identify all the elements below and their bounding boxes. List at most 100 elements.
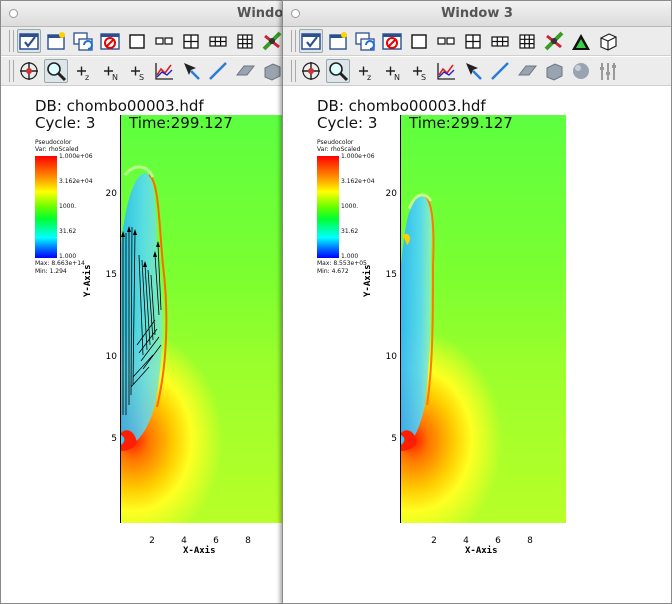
line-button[interactable] [206, 59, 230, 83]
plane-button[interactable] [233, 59, 257, 83]
lock-time-icon [572, 34, 590, 50]
sphere-button[interactable] [569, 59, 593, 83]
new-window-button[interactable] [44, 29, 68, 53]
y-tick-label: 20 [105, 189, 117, 199]
layout-1x1-icon [411, 34, 427, 49]
pick-button[interactable] [461, 59, 485, 83]
lock-view-icon [544, 31, 564, 51]
copy-window-button[interactable] [71, 29, 95, 53]
plot-features [121, 165, 168, 451]
zoom-button[interactable] [326, 59, 350, 83]
lineout-z-icon: z [77, 66, 89, 82]
plane-button[interactable] [515, 59, 539, 83]
svg-text:z: z [367, 73, 371, 82]
x-axis-label: X-Axis [183, 546, 216, 556]
zoom-icon [329, 62, 349, 82]
layout-3x3-button[interactable] [515, 29, 539, 53]
query-plot-button[interactable] [434, 59, 458, 83]
new-window-button[interactable] [326, 29, 350, 53]
legend-title: Pseudocolor [317, 139, 354, 146]
slider-button[interactable] [596, 59, 620, 83]
window-title: Window 3 [441, 6, 513, 21]
lineout-z-button[interactable]: z [71, 59, 95, 83]
title-bar[interactable]: Window [1, 1, 282, 27]
x-tick-label: 8 [245, 536, 251, 546]
y-tick-label: 10 [105, 352, 117, 362]
visualization-area[interactable]: DB: chombo00003.hdf Cycle: 3 Time:299.12… [1, 87, 282, 603]
lineout-s-icon: S [413, 66, 426, 82]
lineout-z-button[interactable]: z [353, 59, 377, 83]
layout-1x1-button[interactable] [125, 29, 149, 53]
select-icon [19, 33, 39, 50]
svg-text:N: N [112, 73, 118, 82]
y-axis-line [120, 115, 121, 523]
layout-1x1-button[interactable] [407, 29, 431, 53]
navigate-button[interactable] [299, 59, 323, 83]
view-3d-button[interactable] [596, 29, 620, 53]
navigate-button[interactable] [17, 59, 41, 83]
box-icon [546, 63, 563, 81]
zoom-button[interactable] [44, 59, 68, 83]
toolbar-grip[interactable] [291, 60, 296, 82]
cycle-label: Cycle: 3 [317, 114, 378, 132]
toolbar-grip[interactable] [291, 30, 296, 52]
title-bar[interactable]: Window 3 [283, 1, 671, 27]
layout-3x3-button[interactable] [233, 29, 257, 53]
sphere-icon [573, 63, 589, 79]
pick-button[interactable] [179, 59, 203, 83]
pseudocolor-plot[interactable] [121, 115, 282, 523]
legend-tick: 1000. [59, 203, 77, 210]
plane-icon [517, 65, 538, 76]
color-legend: Pseudocolor Var: rhoScaled 1.000e+06 3.1… [317, 139, 397, 275]
visualization-area[interactable]: DB: chombo00003.hdf Cycle: 3 Time:299.12… [283, 87, 671, 603]
layout-2x3-button[interactable] [488, 29, 512, 53]
color-bar [317, 156, 339, 258]
layout-2x2-button[interactable] [179, 29, 203, 53]
lineout-n-button[interactable]: N [98, 59, 122, 83]
copy-window-button[interactable] [353, 29, 377, 53]
y-tick-label: 15 [105, 270, 117, 280]
window-close-button[interactable] [9, 9, 18, 18]
layout-3x3-icon [237, 34, 253, 49]
svg-text:S: S [421, 73, 426, 82]
y-tick-label: 10 [385, 352, 397, 362]
lineout-n-icon: N [104, 66, 118, 82]
query-plot-icon [437, 63, 455, 80]
pseudocolor-plot[interactable] [401, 115, 566, 523]
lock-view-button[interactable] [542, 29, 566, 53]
lineout-s-button[interactable]: S [407, 59, 431, 83]
layout-2x3-button[interactable] [206, 29, 230, 53]
delete-window-button[interactable] [380, 29, 404, 53]
legend-max: Max: 8.663e+14 [35, 260, 85, 267]
layout-2x3-icon [209, 36, 227, 47]
select-button[interactable] [17, 29, 41, 53]
new-window-icon [47, 32, 65, 50]
layout-2x3-icon [491, 36, 509, 47]
toolbar-grip[interactable] [9, 30, 14, 52]
x-tick-label: 8 [527, 536, 533, 546]
layout-2x2-button[interactable] [461, 29, 485, 53]
legend-var: Var: rhoScaled [35, 146, 79, 153]
layout-1x2-button[interactable] [152, 29, 176, 53]
y-tick-label: 5 [391, 434, 397, 444]
select-button[interactable] [299, 29, 323, 53]
svg-text:N: N [394, 73, 400, 82]
box-button[interactable] [260, 59, 282, 83]
lineout-n-button[interactable]: N [380, 59, 404, 83]
lineout-s-button[interactable]: S [125, 59, 149, 83]
box-button[interactable] [542, 59, 566, 83]
query-plot-button[interactable] [152, 59, 176, 83]
window-close-button[interactable] [291, 9, 300, 18]
layout-1x2-button[interactable] [434, 29, 458, 53]
lock-view-button[interactable] [260, 29, 282, 53]
legend-tick: 1.000e+06 [341, 153, 375, 160]
line-icon [209, 62, 227, 80]
lock-time-button[interactable] [569, 29, 593, 53]
delete-window-button[interactable] [98, 29, 122, 53]
toolbar-window [283, 27, 671, 56]
color-legend: Pseudocolor Var: rhoScaled 1.000e+06 3.1… [35, 139, 115, 275]
navigate-icon [20, 62, 38, 80]
toolbar-grip[interactable] [9, 60, 14, 82]
plane-icon [235, 65, 256, 76]
line-button[interactable] [488, 59, 512, 83]
